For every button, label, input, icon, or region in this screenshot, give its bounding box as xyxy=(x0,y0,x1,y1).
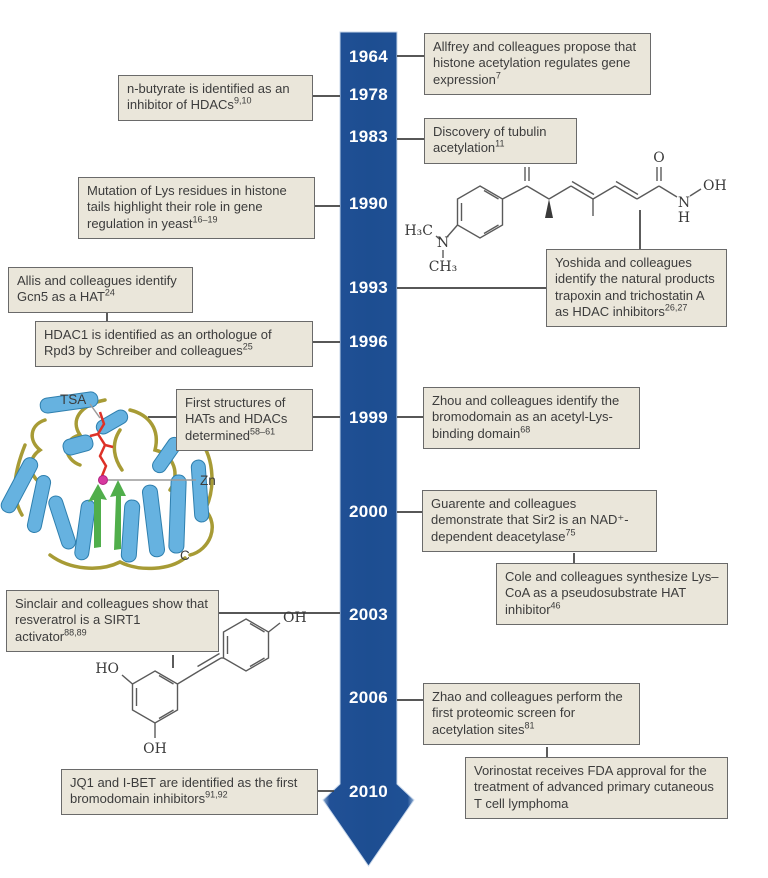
event-box-cole: Cole and colleagues synthesize Lys–CoA a… xyxy=(496,563,728,625)
event-text: Vorinostat receives FDA approval for the… xyxy=(474,763,714,811)
year-1983: 1983 xyxy=(348,127,389,146)
event-text: n-butyrate is identified as an inhibitor… xyxy=(127,81,290,113)
reference-superscript: 24 xyxy=(104,287,115,298)
zn-label: Zn xyxy=(200,473,216,488)
event-box-tubulin: Discovery of tubulin acetylation11 xyxy=(424,118,577,164)
resveratrol-structure xyxy=(121,618,281,738)
event-box-allfrey: Allfrey and colleagues propose that hist… xyxy=(424,33,651,95)
atom-label-oh: OH xyxy=(143,741,167,757)
year-1993: 1993 xyxy=(348,278,389,297)
reference-superscript: 9,10 xyxy=(233,95,252,106)
year-1978: 1978 xyxy=(348,85,389,104)
atom-label-n: N xyxy=(678,195,690,211)
connector-lines xyxy=(106,55,641,792)
year-1999: 1999 xyxy=(348,408,389,427)
timeline-arrow xyxy=(322,31,415,867)
year-2003: 2003 xyxy=(348,605,389,624)
event-box-zhou: Zhou and colleagues identify the bromodo… xyxy=(423,387,640,449)
year-2006: 2006 xyxy=(348,688,389,707)
atom-label-o: O xyxy=(653,150,664,166)
trichostatin-a-structure xyxy=(435,167,702,258)
reference-superscript: 68 xyxy=(520,424,531,435)
reference-superscript: 25 xyxy=(242,341,253,352)
reference-superscript: 11 xyxy=(495,138,505,149)
event-box-sinclair: Sinclair and colleagues show that resver… xyxy=(6,590,219,652)
reference-superscript: 16–19 xyxy=(192,214,218,225)
event-text: Allfrey and colleagues propose that hist… xyxy=(433,39,637,87)
event-box-allis: Allis and colleagues identify Gcn5 as a … xyxy=(8,267,193,313)
year-1964: 1964 xyxy=(348,47,389,66)
event-box-vorinostat: Vorinostat receives FDA approval for the… xyxy=(465,757,728,819)
event-text: HDAC1 is identified as an orthologue of … xyxy=(44,327,272,359)
tsa-label: TSA xyxy=(60,392,86,407)
reference-superscript: 91,92 xyxy=(205,789,228,800)
year-2010: 2010 xyxy=(348,782,389,801)
event-text: Sinclair and colleagues show that resver… xyxy=(15,596,208,644)
tsa-pointer-line xyxy=(89,403,101,419)
event-text: Cole and colleagues synthesize Lys–CoA a… xyxy=(505,569,719,617)
atom-label-h3c: H₃C xyxy=(404,223,433,239)
year-2000: 2000 xyxy=(348,502,389,521)
atom-label-oh: OH xyxy=(283,610,307,626)
atom-label-h: H xyxy=(678,210,690,226)
event-text: JQ1 and I-BET are identified as the firs… xyxy=(70,775,298,807)
reference-superscript: 46 xyxy=(550,600,561,611)
reference-superscript: 7 xyxy=(495,70,501,81)
event-box-n-butyrate: n-butyrate is identified as an inhibitor… xyxy=(118,75,313,121)
event-box-guarente: Guarente and colleagues demonstrate that… xyxy=(422,490,657,552)
event-box-lys-mutation: Mutation of Lys residues in histone tail… xyxy=(78,177,315,239)
reference-superscript: 26,27 xyxy=(664,302,688,313)
reference-superscript: 75 xyxy=(565,527,576,538)
reference-superscript: 88,89 xyxy=(64,627,87,638)
atom-label-n: N xyxy=(437,235,449,251)
event-text: Discovery of tubulin acetylation xyxy=(433,124,547,156)
year-1996: 1996 xyxy=(348,332,389,351)
c-terminus-label: C xyxy=(180,548,190,563)
atom-label-ch3: CH₃ xyxy=(429,259,458,275)
event-text: Zhou and colleagues identify the bromodo… xyxy=(432,393,620,441)
event-box-yoshida: Yoshida and colleagues identify the natu… xyxy=(546,249,727,327)
event-text: Guarente and colleagues demonstrate that… xyxy=(431,496,629,544)
event-text: Yoshida and colleagues identify the natu… xyxy=(555,255,715,319)
protein-structure-illustration xyxy=(0,391,214,571)
event-text: Mutation of Lys residues in histone tail… xyxy=(87,183,287,231)
event-box-zhao: Zhao and colleagues perform the first pr… xyxy=(423,683,640,745)
event-box-jq1-ibet: JQ1 and I-BET are identified as the firs… xyxy=(61,769,318,815)
atom-label-ho: HO xyxy=(95,661,119,677)
event-box-first-structures: First structures of HATs and HDACs deter… xyxy=(176,389,313,451)
year-1990: 1990 xyxy=(348,194,389,213)
event-text: Allis and colleagues identify Gcn5 as a … xyxy=(17,273,177,305)
reference-superscript: 81 xyxy=(524,720,535,731)
atom-label-oh: OH xyxy=(703,178,727,194)
event-box-hdac1: HDAC1 is identified as an orthologue of … xyxy=(35,321,313,367)
reference-superscript: 58–61 xyxy=(250,426,276,437)
event-text: First structures of HATs and HDACs deter… xyxy=(185,395,288,443)
event-text: Zhao and colleagues perform the first pr… xyxy=(432,689,623,737)
